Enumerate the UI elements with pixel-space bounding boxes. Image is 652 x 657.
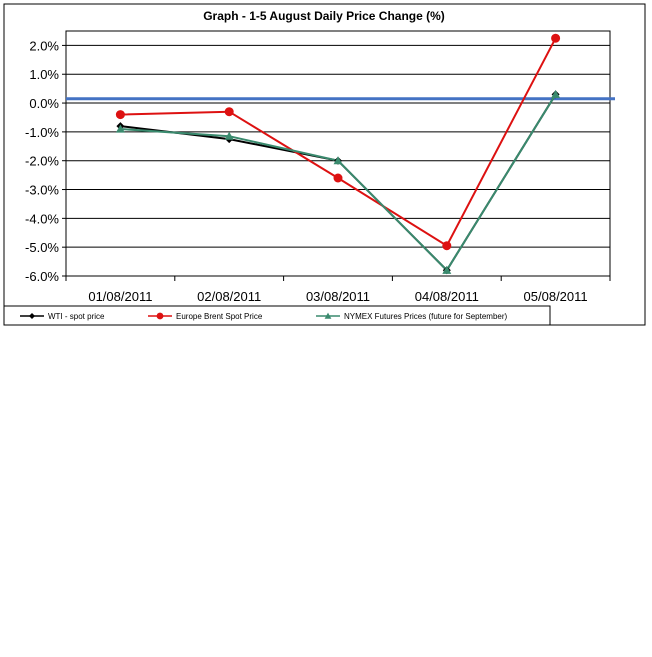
y-tick-label: 0.0% [29, 96, 59, 111]
x-tick-label: 03/08/2011 [306, 289, 370, 304]
data-point-series-2 [115, 110, 125, 120]
y-tick-label: -3.0% [25, 183, 59, 198]
data-point-series-2 [333, 173, 343, 183]
y-tick-label: -4.0% [25, 211, 59, 226]
data-point-series-3 [115, 124, 125, 133]
legend: WTI - spot price Europe Brent Spot Price N… [20, 312, 508, 321]
data-point-series-3 [442, 265, 452, 274]
chart-title: Graph - 1-5 August Daily Price Change (%… [203, 9, 445, 23]
x-tick-label: 04/08/2011 [415, 289, 479, 304]
legend-label: WTI - spot price [48, 312, 105, 321]
legend-label: Europe Brent Spot Price [176, 312, 263, 321]
legend-swatch-marker [29, 313, 35, 319]
legend-box [3, 305, 551, 326]
y-axis-tick-labels: 2.0% 1.0% 0.0% -1.0% -2.0% -3.0% -4.0% -5.0% -6.… [25, 38, 59, 284]
x-axis-tick-labels: 01/08/2011 02/08/2011 03/08/2011 04/08/2011… [88, 289, 587, 304]
y-tick-label: -1.0% [25, 125, 59, 140]
y-tick-label: -5.0% [25, 240, 59, 255]
legend-label: NYMEX Futures Prices (future for Septemb… [344, 312, 508, 321]
plot-area [65, 30, 611, 277]
series-markers [115, 33, 561, 275]
legend-swatch-marker [324, 312, 332, 319]
data-point-series-2 [442, 241, 452, 251]
y-tick-label: -2.0% [25, 154, 59, 169]
data-point-series-2 [224, 107, 234, 117]
x-tick-label: 02/08/2011 [197, 289, 261, 304]
legend-swatch-marker [156, 312, 164, 320]
data-point-series-3 [551, 89, 561, 99]
data-point-series-3 [333, 156, 343, 165]
data-point-series-3 [224, 131, 234, 140]
x-tick-label: 05/08/2011 [524, 289, 588, 304]
data-point-series-2 [551, 33, 561, 43]
x-tick-label: 01/08/2011 [88, 289, 152, 304]
y-tick-label: 2.0% [29, 38, 59, 53]
y-tick-label: 1.0% [29, 67, 59, 82]
y-tick-label: -6.0% [25, 269, 59, 284]
